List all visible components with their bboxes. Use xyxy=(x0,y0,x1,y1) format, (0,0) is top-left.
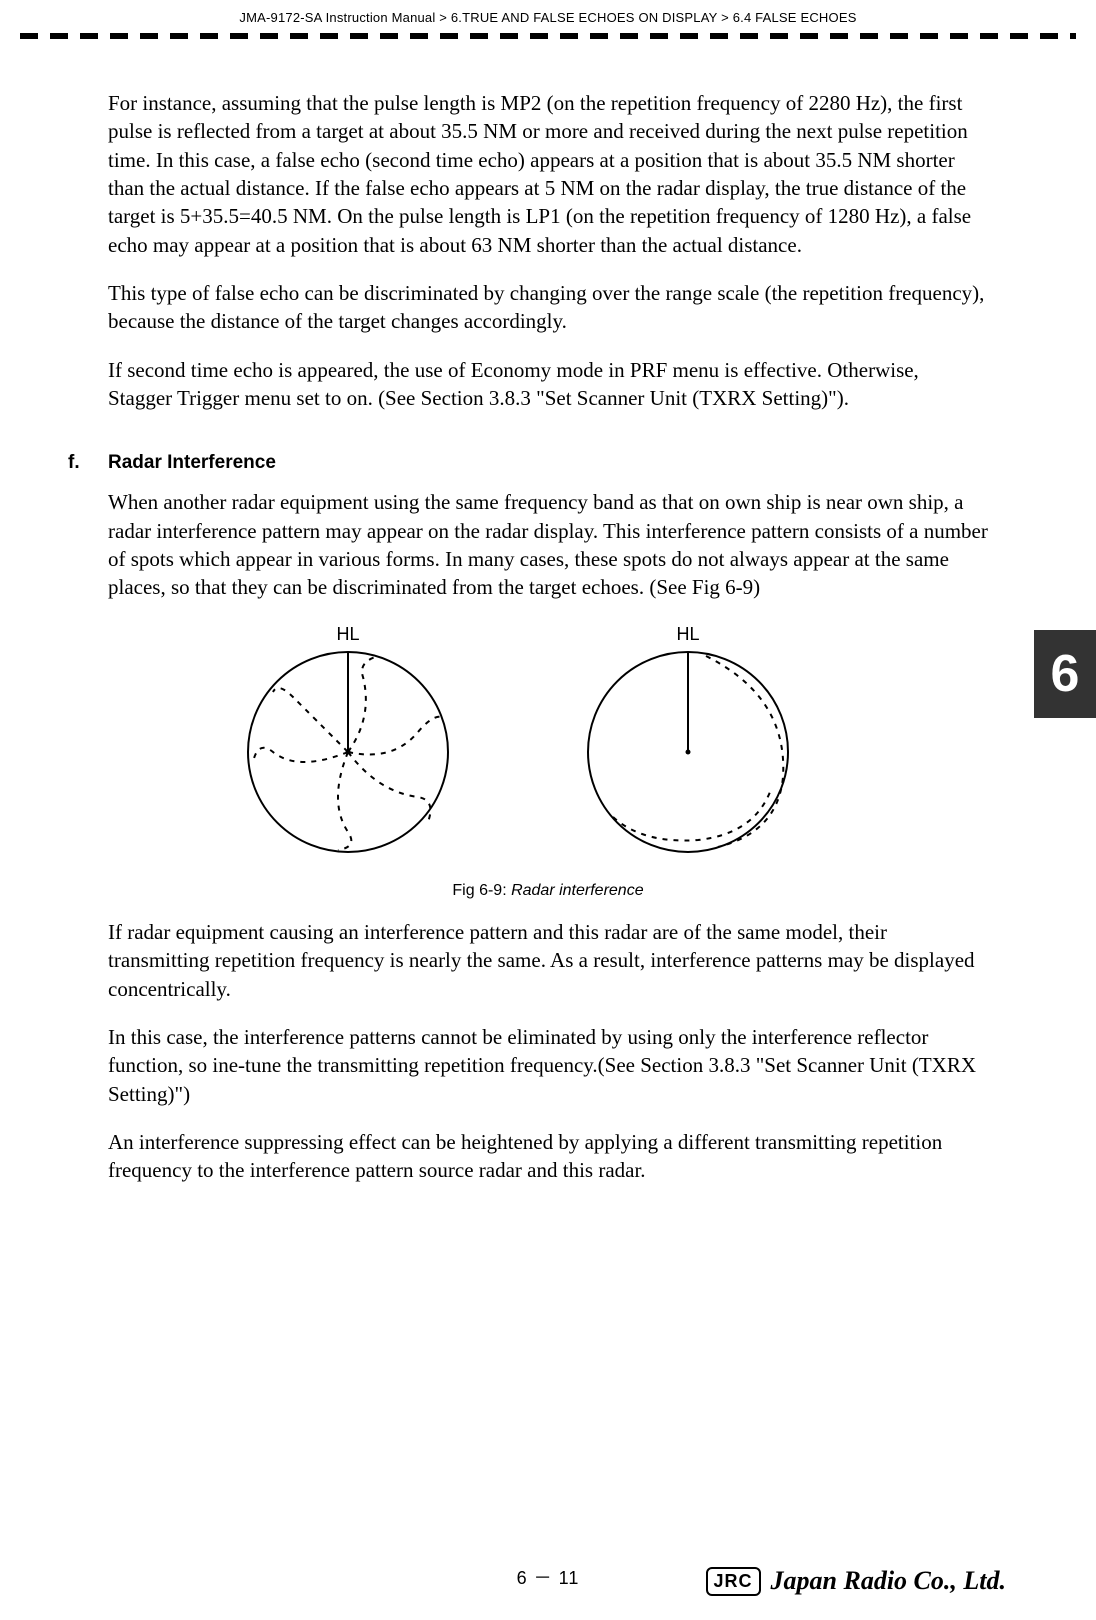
interference-arcs-right xyxy=(613,656,783,847)
paragraph: When another radar equipment using the s… xyxy=(108,488,988,601)
center-dot-right xyxy=(686,749,691,754)
radar-interference-diagram: HL HL xyxy=(218,622,878,872)
figure-label-right: HL xyxy=(676,624,699,644)
chapter-number: 6 xyxy=(1051,644,1080,704)
section-heading-row: f. Radar Interference xyxy=(68,452,988,474)
breadcrumb-chapter: 6.TRUE AND FALSE ECHOES ON DISPLAY xyxy=(451,10,717,25)
paragraph: An interference suppressing effect can b… xyxy=(108,1128,988,1185)
breadcrumb: JMA-9172-SA Instruction Manual > 6.TRUE … xyxy=(0,0,1096,25)
page: JMA-9172-SA Instruction Manual > 6.TRUE … xyxy=(0,0,1096,1620)
jrc-logo-script: Japan Radio Co., Ltd. xyxy=(771,1566,1006,1596)
breadcrumb-doc: JMA-9172-SA Instruction Manual xyxy=(239,10,435,25)
content-area: For instance, assuming that the pulse le… xyxy=(0,39,1096,1185)
breadcrumb-section: 6.4 FALSE ECHOES xyxy=(733,10,857,25)
breadcrumb-sep: > xyxy=(439,10,447,25)
jrc-logo-box: JRC xyxy=(706,1567,761,1596)
figure-label-left: HL xyxy=(336,624,359,644)
figure-radar-interference: HL HL xyxy=(108,622,988,872)
paragraph: For instance, assuming that the pulse le… xyxy=(108,89,988,259)
paragraph: If second time echo is appeared, the use… xyxy=(108,356,988,413)
footer: 6 － 11 JRC Japan Radio Co., Ltd. xyxy=(0,1564,1096,1590)
paragraph: If radar equipment causing an interferen… xyxy=(108,918,988,1003)
figure-caption-text: Radar interference xyxy=(511,882,644,899)
paragraph: This type of false echo can be discrimin… xyxy=(108,279,988,336)
figure-caption: Fig 6-9: Radar interference xyxy=(108,882,988,900)
section-letter: f. xyxy=(68,452,108,474)
section-title: Radar Interference xyxy=(108,452,276,474)
chapter-tab: 6 xyxy=(1034,630,1096,718)
footer-logo: JRC Japan Radio Co., Ltd. xyxy=(706,1566,1007,1596)
figure-caption-prefix: Fig 6-9: xyxy=(452,882,511,899)
page-number: 6 － 11 xyxy=(517,1564,580,1590)
breadcrumb-sep: > xyxy=(721,10,729,25)
paragraph: In this case, the interference patterns … xyxy=(108,1023,988,1108)
